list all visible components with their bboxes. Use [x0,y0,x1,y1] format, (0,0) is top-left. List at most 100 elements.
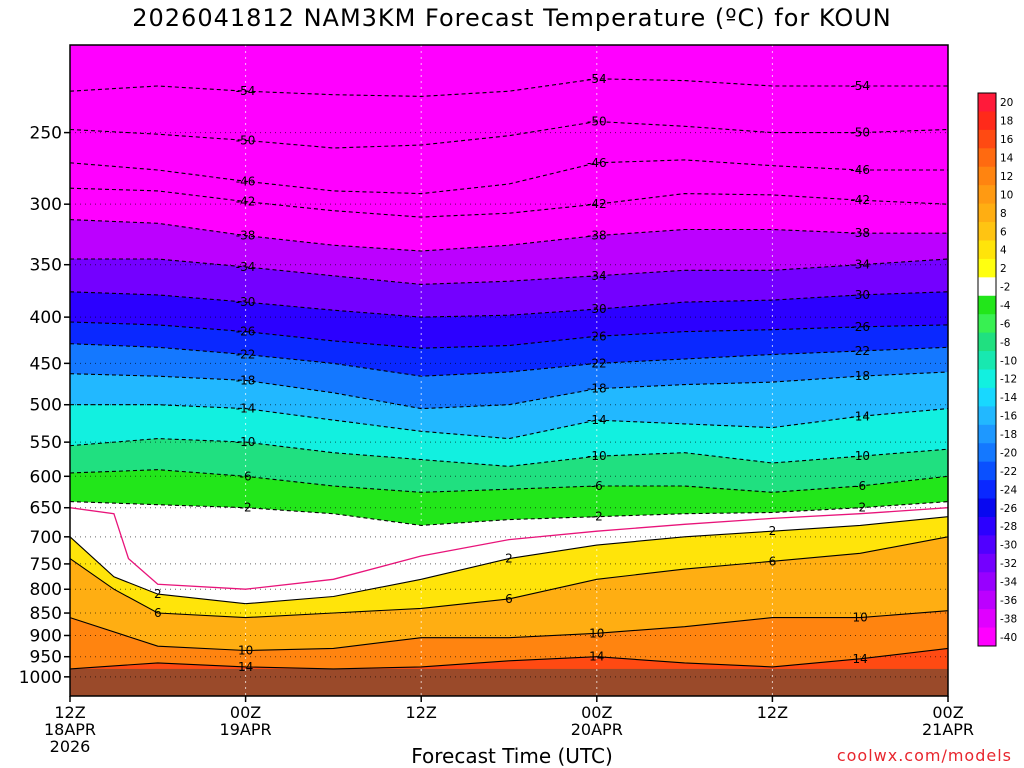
colorbar-swatch-23 [978,516,996,536]
isotherm-label--18: -18 [236,373,256,387]
isotherm-label--2: -2 [591,510,603,524]
y-tick-label-750: 750 [30,555,62,575]
colorbar-label-4: 12 [1000,171,1013,183]
y-tick-label-350: 350 [30,256,62,276]
colorbar-swatch-6 [978,203,996,223]
colorbar-swatch-14 [978,351,996,370]
isotherm-label--54: -54 [236,84,256,98]
isotherm--46 [69,159,948,195]
isotherm-label-10: 10 [238,643,253,657]
isotherm-label--50: -50 [850,126,870,140]
isotherm-label--14: -14 [850,409,870,423]
colorbar-label-3: 14 [1000,153,1014,165]
ground-layer [70,668,948,696]
colorbar-swatch-26 [978,572,996,592]
isotherm-label--34: -34 [236,260,256,274]
y-tick-label-700: 700 [30,528,62,548]
colorbar-swatch-10 [978,277,996,297]
isotherm-label--26: -26 [587,329,607,343]
y-tick-label-300: 300 [30,195,62,215]
isotherm-6 [69,536,949,619]
colorbar-swatch-29 [978,627,996,647]
credit-link[interactable]: coolwx.com/models [836,746,1012,765]
isotherm-label--46: -46 [587,156,607,170]
temperature-field [70,45,948,696]
isotherm-label--14: -14 [236,402,256,416]
x-tick-label-1-0: 00Z [230,703,261,722]
colorbar-label-18: -18 [1000,429,1017,441]
y-tick-label-950: 950 [30,648,62,668]
colorbar-swatch-8 [978,240,996,260]
isotherm-label--26: -26 [236,325,256,339]
isotherm-label-14: 14 [238,660,253,674]
colorbar-label-21: -24 [1000,484,1017,496]
isotherm-label-10: 10 [589,626,604,640]
colorbar-label-1: 18 [1000,116,1013,128]
colorbar-swatch-19 [978,443,996,463]
colorbar-label-19: -20 [1000,447,1017,459]
isotherm-label--42: -42 [850,193,870,207]
colorbar-label-10: -2 [1000,282,1010,294]
plot-frame [69,44,949,697]
y-tick-label-550: 550 [30,433,62,453]
isotherm-label--10: -10 [236,435,256,449]
isotherm-label--2: -2 [240,501,252,515]
isotherm-label--22: -22 [587,356,607,370]
x-axis-title: Forecast Time (UTC) [411,744,613,768]
isotherm-label--34: -34 [850,258,870,272]
x-tick-label-1-1: 19APR [220,720,272,739]
y-tick-label-400: 400 [30,308,62,328]
colorbar-label-7: 6 [1000,226,1007,238]
colorbar-swatch-25 [978,553,996,573]
isotherm-label-14: 14 [589,650,604,664]
colorbar-swatch-12 [978,314,996,334]
y-tick-label-850: 850 [30,604,62,624]
colorbar-swatch-7 [978,222,996,241]
isotherm-label--50: -50 [236,133,256,147]
isotherm-label--54: -54 [587,72,607,86]
colorbar-swatch-4 [978,166,996,186]
y-tick-label-900: 900 [30,626,62,646]
isotherm-label-2: 2 [154,587,162,601]
isotherm-label-6: 6 [505,592,513,606]
colorbar-swatch-13 [978,332,996,352]
colorbar-swatch-22 [978,498,996,518]
isotherm-label--2: -2 [854,501,866,515]
isotherm-label--42: -42 [587,197,607,211]
colorbar-label-24: -30 [1000,540,1017,552]
colorbar-label-29: -40 [1000,632,1017,644]
colorbar-label-16: -14 [1000,392,1017,404]
y-tick-label-250: 250 [30,124,62,144]
isotherm-label-10: 10 [853,611,868,625]
colorbar-swatch-21 [978,480,996,500]
colorbar-swatch-3 [978,148,996,168]
isotherm-label--18: -18 [850,369,870,383]
colorbar-label-11: -4 [1000,300,1011,312]
colorbar-label-28: -38 [1000,613,1017,625]
isotherm-label--38: -38 [587,229,607,243]
colorbar-label-0: 20 [1000,97,1013,109]
isotherm-label--6: -6 [591,479,603,493]
isotherm-label-14: 14 [853,652,868,666]
isotherm-label--6: -6 [854,479,866,493]
isotherm-label--14: -14 [587,413,607,427]
colorbar-swatch-11 [978,295,996,315]
isotherm-label-6: 6 [769,554,777,568]
colorbar-label-12: -6 [1000,318,1011,330]
isotherm-label--30: -30 [587,302,607,316]
y-tick-label-600: 600 [30,467,62,487]
colorbar-label-26: -34 [1000,576,1017,588]
isotherm-label--38: -38 [236,229,256,243]
colorbar-swatch-1 [978,111,996,131]
y-tick-label-1000: 1000 [19,668,62,688]
x-tick-label-3-0: 00Z [581,703,612,722]
colorbar-label-6: 8 [1000,208,1007,220]
isotherm-label--22: -22 [236,348,256,362]
colorbar: 20 18 16 14 12 10 8 6 4 2 -2 -4 -6 -8 -10 -12 -14 -16 -18 -… [977,92,1017,647]
x-tick-label-5-0: 00Z [932,703,963,722]
colorbar-swatch-2 [978,129,996,149]
isotherm-label--42: -42 [236,195,256,209]
colorbar-swatch-17 [978,406,996,426]
isotherm-label--18: -18 [587,382,607,396]
